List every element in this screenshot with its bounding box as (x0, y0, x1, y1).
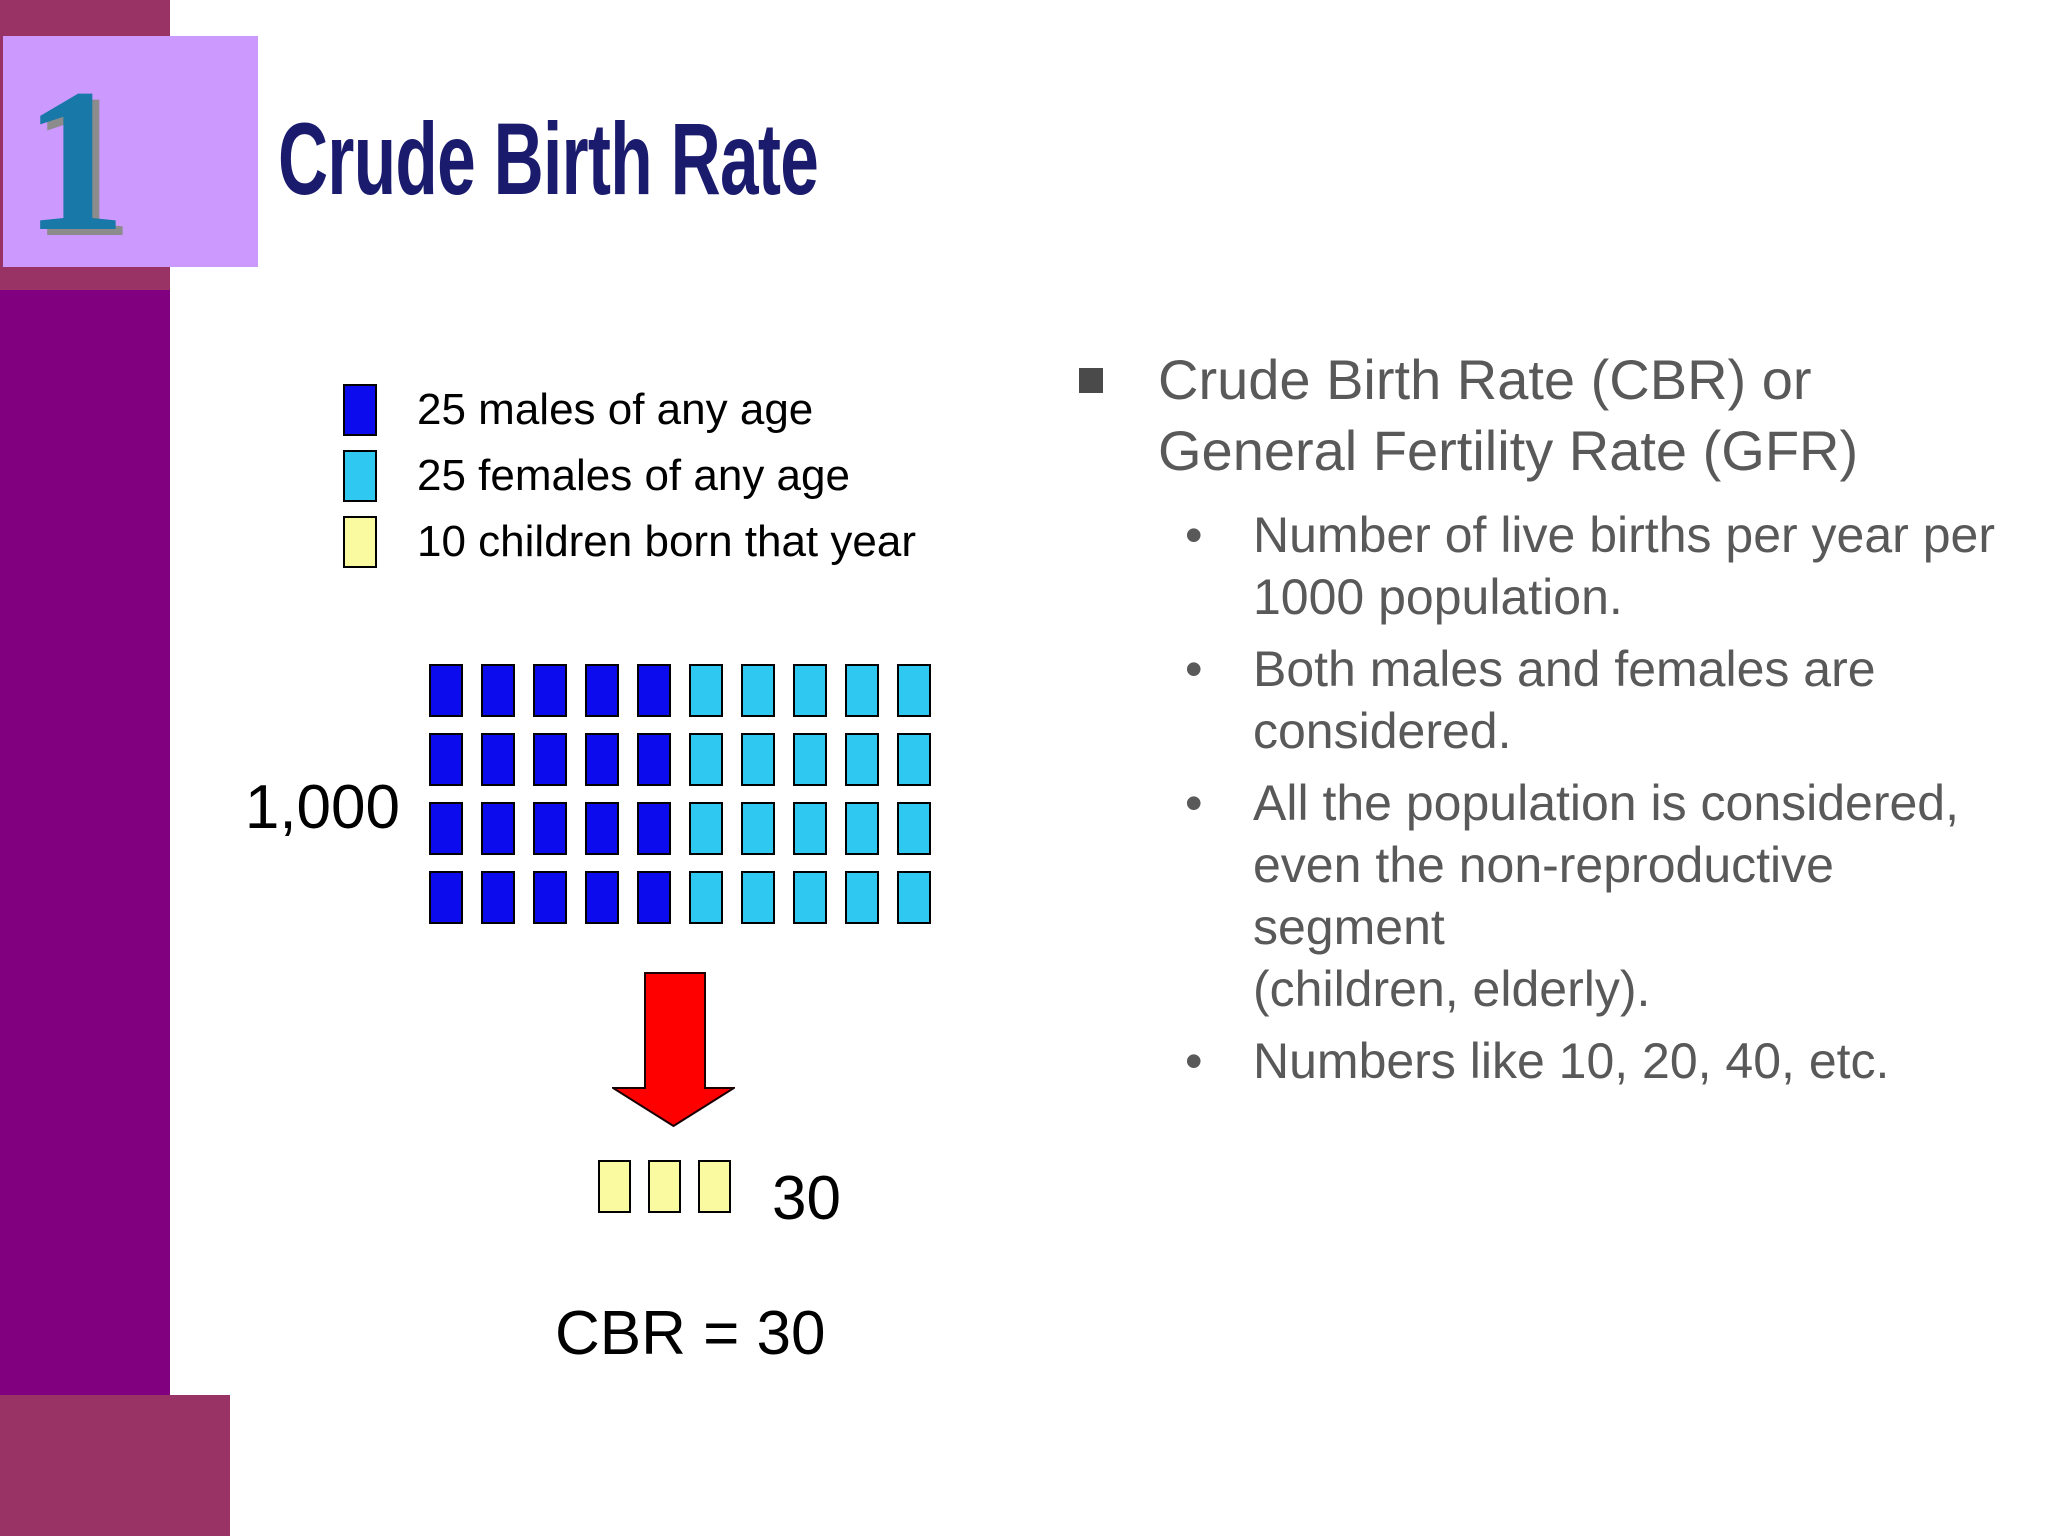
birth-cell (598, 1160, 631, 1213)
legend: 25 males of any age 25 females of any ag… (343, 384, 916, 568)
birth-count-label: 30 (772, 1164, 841, 1233)
square-bullet-icon (1079, 368, 1103, 393)
list-item-line: Number of live births per year per (1253, 507, 1995, 563)
list-item-line: Numbers like 10, 20, 40, etc. (1253, 1033, 1890, 1089)
population-cell-male (637, 871, 671, 924)
population-cell-female (689, 733, 723, 786)
population-cell-male (481, 871, 515, 924)
list-item-line: considered. (1253, 703, 1512, 759)
left-band-raspberry-bottom (0, 1395, 230, 1536)
heading-line: Crude Birth Rate (CBR) or (1158, 348, 1812, 411)
left-band-purple (0, 290, 170, 1395)
population-cell-male (533, 664, 567, 717)
population-cell-male (429, 871, 463, 924)
legend-item-children: 10 children born that year (343, 516, 916, 568)
dot-bullet-icon: • (1185, 507, 1203, 563)
slide-title: Crude Birth Rate (278, 102, 819, 216)
list-item-text: Numbers like 10, 20, 40, etc. (1253, 1030, 1889, 1092)
population-cell-male (533, 733, 567, 786)
population-cell-female (897, 664, 931, 717)
dot-bullet-icon: • (1185, 641, 1203, 697)
sub-bullet-list: • Number of live births per year per 100… (1185, 504, 1999, 1092)
legend-item-females: 25 females of any age (343, 450, 916, 502)
legend-item-males: 25 males of any age (343, 384, 916, 436)
population-cell-male (637, 733, 671, 786)
down-arrow-icon (609, 972, 738, 1128)
population-cell-female (897, 871, 931, 924)
population-cell-male (533, 802, 567, 855)
list-item: • All the population is considered, even… (1185, 772, 1999, 1020)
dot-bullet-icon: • (1185, 775, 1203, 831)
population-cell-male (429, 733, 463, 786)
population-cell-female (689, 802, 723, 855)
population-cell-female (741, 871, 775, 924)
population-cell-female (793, 664, 827, 717)
birth-cell (648, 1160, 681, 1213)
population-cell-female (689, 871, 723, 924)
list-item-text: Both males and females are considered. (1253, 638, 1876, 762)
population-grid (429, 664, 931, 924)
slide-number: 1 (23, 47, 127, 274)
population-cell-female (845, 871, 879, 924)
population-cell-male (585, 664, 619, 717)
cbr-result-label: CBR = 30 (555, 1299, 826, 1368)
population-cell-male (585, 733, 619, 786)
population-total-label: 1,000 (244, 773, 400, 842)
heading-bullet: Crude Birth Rate (CBR) or General Fertil… (1079, 344, 1999, 486)
birth-squares (598, 1160, 731, 1213)
population-cell-female (845, 664, 879, 717)
list-item: • Number of live births per year per 100… (1185, 504, 1999, 628)
population-cell-female (793, 871, 827, 924)
population-cell-female (897, 733, 931, 786)
population-cell-male (637, 802, 671, 855)
list-item-line: Both males and females are (1253, 641, 1876, 697)
population-cell-female (741, 733, 775, 786)
male-swatch (343, 384, 377, 436)
list-item-line: All the population is considered, (1253, 775, 1960, 831)
slide-number-panel (3, 36, 258, 267)
population-cell-female (897, 802, 931, 855)
legend-label: 25 females of any age (417, 451, 850, 500)
female-swatch (343, 450, 377, 502)
heading-text: Crude Birth Rate (CBR) or General Fertil… (1158, 344, 1858, 486)
birth-cell (698, 1160, 731, 1213)
population-cell-male (481, 733, 515, 786)
right-column: Crude Birth Rate (CBR) or General Fertil… (1079, 344, 1999, 1102)
legend-label: 10 children born that year (417, 517, 916, 566)
population-cell-female (845, 733, 879, 786)
population-cell-male (481, 664, 515, 717)
population-cell-male (481, 802, 515, 855)
population-cell-female (793, 802, 827, 855)
legend-label: 25 males of any age (417, 385, 814, 434)
population-cell-female (741, 664, 775, 717)
list-item-text: All the population is considered, even t… (1253, 772, 1999, 1020)
list-item-text: Number of live births per year per 1000 … (1253, 504, 1995, 628)
population-cell-male (585, 802, 619, 855)
population-cell-male (429, 664, 463, 717)
population-cell-male (429, 802, 463, 855)
population-cell-female (845, 802, 879, 855)
dot-bullet-icon: • (1185, 1033, 1203, 1089)
list-item-line: (children, elderly). (1253, 961, 1651, 1017)
population-cell-male (533, 871, 567, 924)
list-item-line: 1000 population. (1253, 569, 1623, 625)
list-item-line: even the non-reproductive segment (1253, 837, 1834, 955)
population-cell-male (637, 664, 671, 717)
children-swatch (343, 516, 377, 568)
population-cell-female (689, 664, 723, 717)
list-item: • Both males and females are considered. (1185, 638, 1999, 762)
population-cell-female (793, 733, 827, 786)
heading-line: General Fertility Rate (GFR) (1158, 419, 1859, 482)
population-cell-female (741, 802, 775, 855)
list-item: • Numbers like 10, 20, 40, etc. (1185, 1030, 1999, 1092)
population-cell-male (585, 871, 619, 924)
